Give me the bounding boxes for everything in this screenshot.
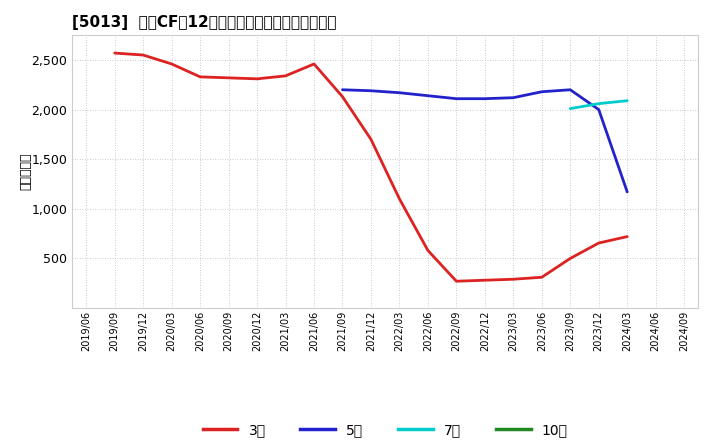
Legend: 3年, 5年, 7年, 10年: 3年, 5年, 7年, 10年 [197, 418, 573, 440]
Text: [5013]  投賄CFだ12か月移動合計の標準偏差の推移: [5013] 投賄CFだ12か月移動合計の標準偏差の推移 [72, 15, 336, 30]
Y-axis label: （百万円）: （百万円） [19, 153, 32, 191]
